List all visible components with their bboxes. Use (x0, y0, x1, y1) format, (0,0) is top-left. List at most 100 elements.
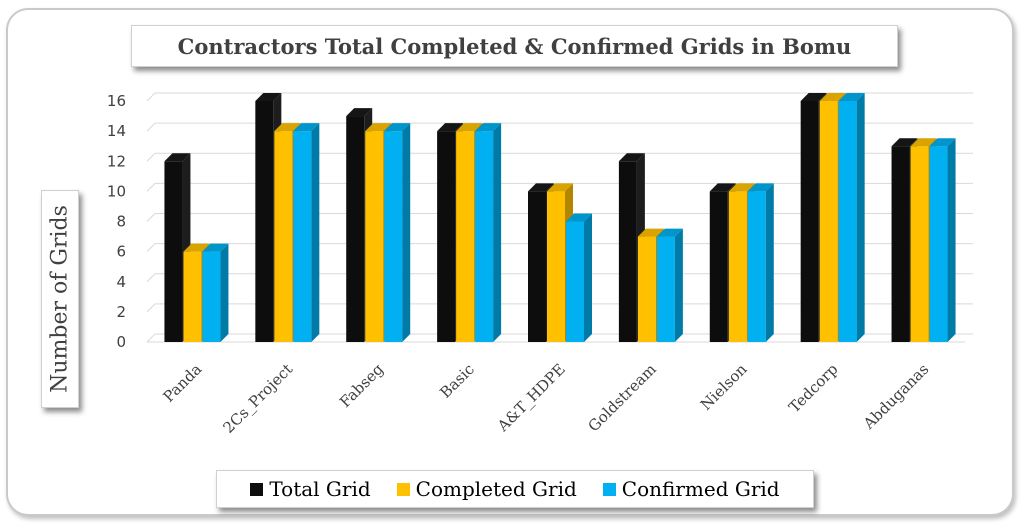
x-tick-label: Tedcorp (785, 360, 841, 416)
y-tick-label: 8 (116, 213, 126, 231)
bar-front (475, 131, 494, 342)
bar-top (437, 123, 464, 132)
legend-label-total: Total Grid (269, 477, 371, 501)
gridline-side (146, 273, 156, 283)
bar-top (728, 183, 755, 192)
bar-top (255, 93, 282, 101)
bar-side (584, 213, 592, 342)
bar-top (910, 138, 937, 147)
x-tick-label: Goldstream (585, 360, 660, 435)
legend-item-completed: Completed Grid (396, 477, 577, 501)
y-tick-label: 10 (107, 182, 126, 200)
bar-top (384, 123, 411, 132)
gridline-side (146, 152, 156, 162)
gridline-side (146, 122, 156, 132)
bar-front (656, 236, 675, 342)
x-tick-label: Abduganas (859, 360, 932, 433)
legend-item-confirmed: Confirmed Grid (602, 477, 780, 501)
bar (838, 93, 865, 342)
bar-top (566, 213, 592, 222)
bar-front (384, 131, 403, 342)
bar-front (547, 191, 565, 342)
bar (929, 138, 956, 342)
x-tick-label: Panda (160, 360, 206, 406)
legend-label-completed: Completed Grid (415, 477, 577, 501)
y-tick-label: 14 (107, 122, 126, 140)
bar-front (528, 191, 546, 342)
x-tick-label: Fabseg (336, 360, 387, 411)
bar-front (728, 191, 747, 342)
x-tick-label: 2Cs_Project (219, 360, 296, 437)
bar-top (475, 123, 502, 132)
bar-top (164, 153, 191, 162)
legend-label-confirmed: Confirmed Grid (621, 477, 780, 501)
bar-top (929, 138, 956, 147)
legend-swatch-completed (396, 482, 410, 496)
bar-top (202, 243, 229, 252)
bar-top (709, 183, 736, 192)
bar (475, 123, 502, 342)
y-axis-label-box: Number of Grids (41, 190, 79, 408)
bar-top (656, 228, 683, 237)
bar-top (891, 138, 918, 147)
bar (293, 123, 320, 342)
bar-side (493, 123, 502, 342)
x-tick-label: A&T_HDPE (493, 360, 569, 436)
bar-side (220, 243, 229, 342)
gridline-side (146, 92, 156, 102)
bar-front (747, 191, 766, 342)
y-tick-label: 16 (107, 92, 126, 110)
bar-top (800, 93, 827, 101)
bar (566, 213, 592, 342)
legend-swatch-confirmed (602, 482, 616, 496)
bar-top (456, 123, 483, 132)
bar-front (929, 146, 948, 342)
bar-top (618, 153, 645, 162)
bar-side (765, 183, 774, 342)
bar (747, 183, 774, 342)
y-tick-label: 6 (116, 243, 126, 261)
bar-top (346, 108, 373, 117)
bar-side (311, 123, 320, 342)
legend: Total Grid Completed Grid Confirmed Grid (216, 470, 814, 508)
bar-front (891, 146, 910, 342)
bar-front (456, 131, 475, 342)
bar-front (709, 191, 728, 342)
bar (202, 243, 229, 342)
bar-top (547, 183, 573, 192)
y-tick-label: 0 (116, 333, 126, 351)
chart-title: Contractors Total Completed & Confirmed … (177, 33, 852, 59)
bar-top (838, 93, 865, 101)
bar-top (274, 123, 301, 132)
bar-side (947, 138, 956, 342)
x-tick-label: Basic (436, 360, 478, 402)
bar-side (674, 228, 683, 342)
bar-front (183, 251, 202, 342)
bar-top (528, 183, 554, 192)
gridline-side (146, 303, 156, 313)
bar-front (293, 131, 312, 342)
bar-front (346, 116, 365, 342)
bar-front (202, 251, 221, 342)
bar-top (819, 93, 846, 101)
gridline-side (146, 213, 156, 222)
y-tick-label: 2 (116, 303, 126, 321)
bar-front (910, 146, 929, 342)
bar-front (365, 131, 384, 342)
bar (656, 228, 683, 342)
bar-front (618, 161, 637, 342)
bar-front (566, 221, 584, 342)
bar-front (164, 161, 183, 342)
y-tick-label: 12 (107, 152, 126, 170)
gridline-side (146, 183, 156, 192)
bar-side (856, 93, 865, 342)
y-tick-label: 4 (116, 273, 126, 291)
bar-top (747, 183, 774, 192)
legend-swatch-total (250, 482, 264, 496)
bar (384, 123, 411, 342)
bar-top (293, 123, 320, 132)
bar-side (402, 123, 411, 342)
bar-front (274, 131, 293, 342)
bar-front (255, 101, 274, 342)
